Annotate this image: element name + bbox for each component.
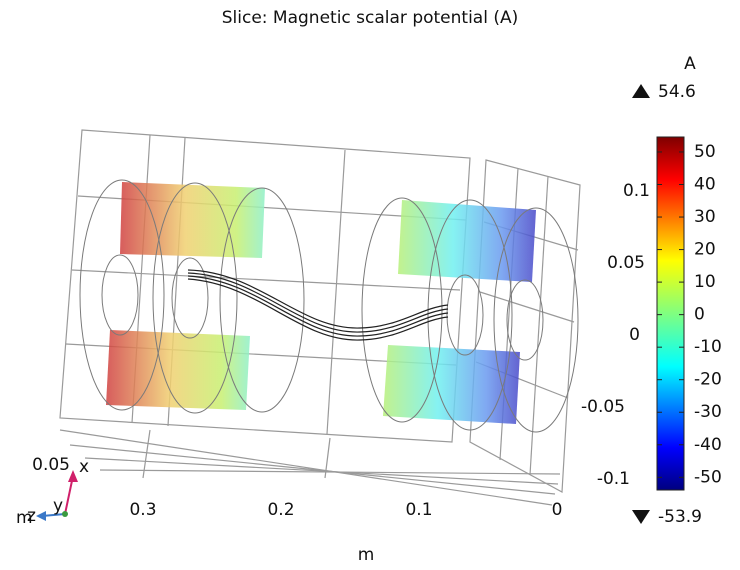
y-tick-label: -0.05: [581, 397, 625, 417]
chart-title: Slice: Magnetic scalar potential (A): [222, 8, 519, 28]
colorbar-tick-label: 0: [694, 305, 705, 325]
colorbar-tick-label: -50: [694, 467, 722, 487]
colorbar-tick-label: 50: [694, 142, 716, 162]
z-tick-label: 0.2: [267, 500, 294, 520]
z-tick-label: 0.1: [405, 500, 432, 520]
colorbar-tick-label: -10: [694, 337, 722, 357]
min-marker: [632, 510, 650, 524]
colorbar-tick-label: 20: [694, 240, 716, 260]
colorbar-min: -53.9: [658, 507, 702, 527]
colorbar: [656, 136, 685, 491]
coils: [79, 179, 579, 433]
colorbar-tick-label: 30: [694, 207, 716, 227]
wire-bundle: [187, 269, 449, 341]
y-tick-label: -0.1: [597, 469, 630, 489]
triad: [36, 470, 78, 521]
y-tick-label: 0.05: [607, 253, 645, 273]
colorbar-tick-label: -20: [694, 370, 722, 390]
y-tick-label: 0.1: [623, 181, 650, 201]
x-tick-label: 0.05: [32, 455, 70, 475]
colorbar-max: 54.6: [658, 82, 696, 102]
triad-z: z: [27, 506, 36, 526]
max-marker: [632, 84, 650, 98]
slices: [106, 182, 536, 424]
colorbar-tick-label: 10: [694, 272, 716, 292]
y-tick-label: 0: [629, 325, 640, 345]
triad-x: x: [79, 457, 89, 477]
z-tick-label: 0.3: [129, 500, 156, 520]
colorbar-tick-label: 40: [694, 175, 716, 195]
colorbar-tick-label: -40: [694, 435, 722, 455]
colorbar-label: A: [684, 54, 696, 74]
triad-unit: m: [16, 508, 33, 528]
axis-label: m: [358, 545, 375, 565]
triad-y: y: [53, 496, 63, 516]
colorbar-tick-label: -30: [694, 402, 722, 422]
z-tick-label: 0: [552, 500, 563, 520]
